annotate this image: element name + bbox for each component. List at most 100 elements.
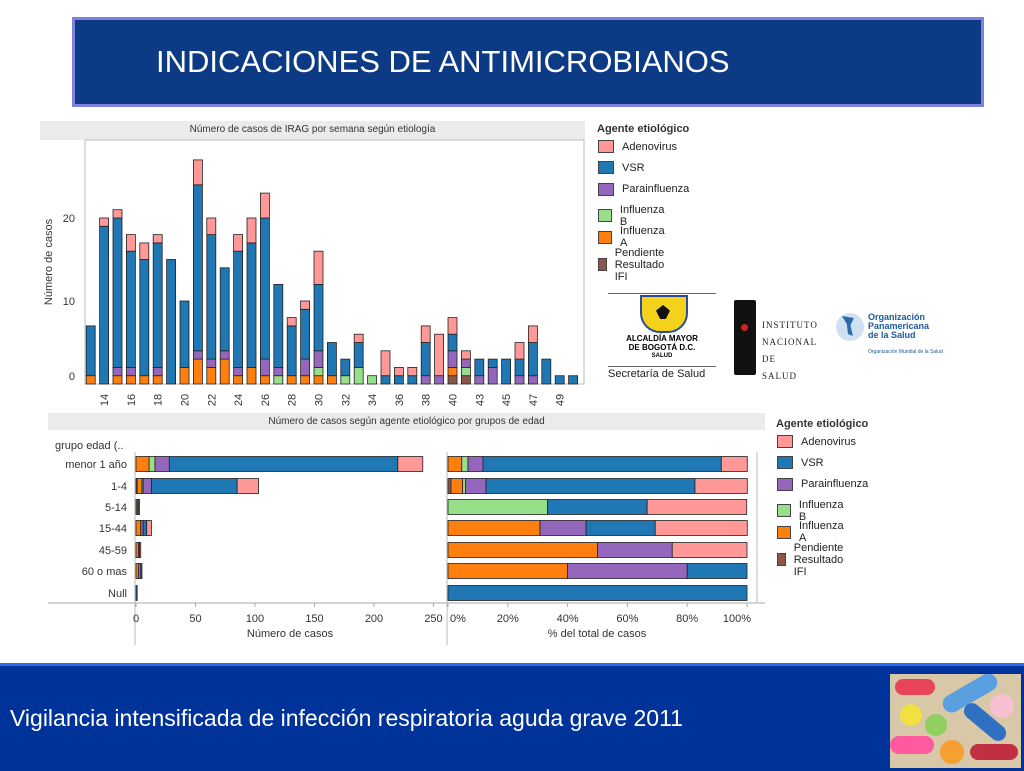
coat-of-arms-icon — [640, 295, 688, 333]
bar-week-48-vsr — [541, 358, 552, 385]
bar-pct-5-14-influenza-b — [447, 499, 548, 515]
bar-week-33-influenza-b — [353, 366, 364, 385]
bar-week-21-adenovirus — [192, 159, 203, 186]
logo-ops: Organización Panamericana de la Salud Or… — [836, 313, 951, 363]
bar-pct-45-59-parainfluenza — [597, 542, 673, 558]
x-tick-label: 100 — [246, 613, 264, 625]
x-axis-label: Número de casos — [247, 628, 334, 640]
bar-week-28-vsr — [286, 325, 297, 377]
bar-week-21-influenza-a — [192, 358, 203, 385]
x-tick-label: 40 — [448, 394, 460, 406]
bar-week-16-vsr — [126, 250, 136, 368]
x-tick-label: 0 — [133, 613, 139, 625]
bar-week-22-parainfluenza — [206, 358, 217, 368]
legend-swatch — [598, 230, 612, 244]
legend-label: Pendiente Resultado IFI — [793, 541, 844, 578]
bar-count-1-4-influenza-a — [136, 478, 143, 494]
x-tick-label: 34 — [367, 394, 379, 406]
bar-week-38-adenovirus — [420, 325, 431, 343]
bar-count-5-14-adenovirus — [137, 499, 140, 515]
legend-swatch — [598, 140, 614, 153]
bar-count-menor-1-a-o-vsr — [168, 456, 399, 472]
bar-week-31-vsr — [326, 342, 337, 377]
logo-text: INSTITUTO — [762, 320, 818, 330]
legend-label: Influenza A — [799, 520, 844, 545]
bar-week-13-vsr — [85, 325, 96, 377]
bar-count-60-o-mas-vsr — [140, 563, 143, 579]
bar-week-39-parainfluenza — [434, 375, 445, 385]
x-tick-label: 38 — [421, 394, 433, 406]
bar-week-42-pendiente-resultado-ifi — [460, 375, 471, 385]
slide-title: INDICACIONES DE ANTIMICROBIANOS — [156, 44, 730, 79]
bar-week-24-parainfluenza — [233, 366, 244, 377]
bar-week-19-vsr — [166, 259, 177, 385]
bar-week-26-adenovirus — [259, 192, 270, 219]
legend-item-vsr: VSR — [598, 161, 645, 175]
x-tick-label: 80% — [676, 613, 698, 625]
bar-pct-menor-1-a-o-influenza-b — [461, 456, 469, 472]
bar-week-15-adenovirus — [112, 209, 123, 219]
bar-week-17-influenza-a — [139, 375, 150, 385]
age-group-label: menor 1 año — [65, 459, 127, 471]
bar-pct-null-vsr — [447, 585, 748, 601]
age-chart-title: Número de casos según agente etiológico … — [48, 413, 765, 430]
bar-week-27-parainfluenza — [273, 366, 284, 377]
bar-count-menor-1-a-o-parainfluenza — [154, 456, 170, 472]
bar-week-45-vsr — [501, 358, 512, 385]
bar-count-1-4-parainfluenza — [142, 478, 152, 494]
bar-week-40-pendiente-resultado-ifi — [447, 375, 458, 385]
bar-count-15-44-adenovirus — [146, 520, 152, 536]
bar-week-28-adenovirus — [286, 317, 297, 327]
x-tick-label: 60% — [616, 613, 638, 625]
bar-week-29-parainfluenza — [300, 358, 311, 377]
bar-pct-menor-1-a-o-influenza-a — [447, 456, 463, 472]
bar-week-50-vsr — [568, 375, 578, 385]
legend-label: VSR — [622, 161, 645, 174]
legend-item-adenovirus: Adenovirus — [777, 435, 856, 448]
x-tick-label: 14 — [99, 394, 111, 406]
bar-count-menor-1-a-o-influenza-b — [148, 456, 156, 472]
age-group-label: 5-14 — [105, 502, 127, 514]
bar-week-46-parainfluenza — [514, 375, 525, 385]
x-tick-label: 20% — [497, 613, 519, 625]
logo-instituto-nacional-salud: INSTITUTO NACIONAL DE SALUD — [734, 300, 829, 381]
legend-swatch — [777, 435, 793, 448]
bar-week-18-adenovirus — [152, 234, 163, 244]
bar-week-35-vsr — [380, 375, 391, 385]
legend-item-influenza-a: Influenza A — [598, 225, 667, 249]
bar-week-47-parainfluenza — [528, 375, 538, 385]
legend-item-parainfluenza: Parainfluenza — [598, 182, 689, 196]
legend-label: Adenovirus — [622, 140, 678, 153]
legend-item-vsr: VSR — [777, 456, 824, 470]
logo-text: Organización — [868, 312, 926, 322]
logo-text: Panamericana — [868, 321, 930, 331]
bar-week-33-vsr — [353, 342, 364, 368]
legend-label: Influenza B — [619, 203, 665, 228]
bar-week-47-vsr — [528, 342, 538, 377]
bar-week-44-vsr — [487, 358, 498, 368]
bar-week-17-vsr — [139, 259, 150, 377]
bar-week-33-adenovirus — [353, 333, 364, 343]
bar-week-43-parainfluenza — [474, 375, 485, 385]
bar-week-28-influenza-a — [286, 375, 297, 385]
legend-item-parainfluenza: Parainfluenza — [777, 477, 868, 491]
x-tick-label: 30 — [314, 394, 326, 406]
bar-week-20-influenza-a — [179, 366, 190, 385]
bar-week-23-parainfluenza — [219, 350, 230, 360]
legend-age: Agente etiológico — [776, 418, 868, 430]
bar-week-17-adenovirus — [139, 242, 150, 260]
bar-week-46-vsr — [514, 358, 525, 377]
bar-pct-1-4-influenza-b — [462, 478, 467, 494]
bar-pct-45-59-influenza-a — [447, 542, 598, 558]
bar-week-29-influenza-a — [300, 375, 311, 385]
pills-photo — [890, 674, 1021, 768]
age-group-label: 45-59 — [99, 545, 127, 557]
bar-week-36-adenovirus — [393, 366, 404, 377]
bar-week-31-influenza-a — [326, 375, 337, 385]
bar-count-1-4-adenovirus — [236, 478, 259, 494]
x-tick-label: 200 — [365, 613, 383, 625]
x-tick-label: 20 — [180, 394, 192, 406]
age-group-label: Null — [108, 588, 127, 600]
bar-week-38-parainfluenza — [420, 375, 431, 385]
